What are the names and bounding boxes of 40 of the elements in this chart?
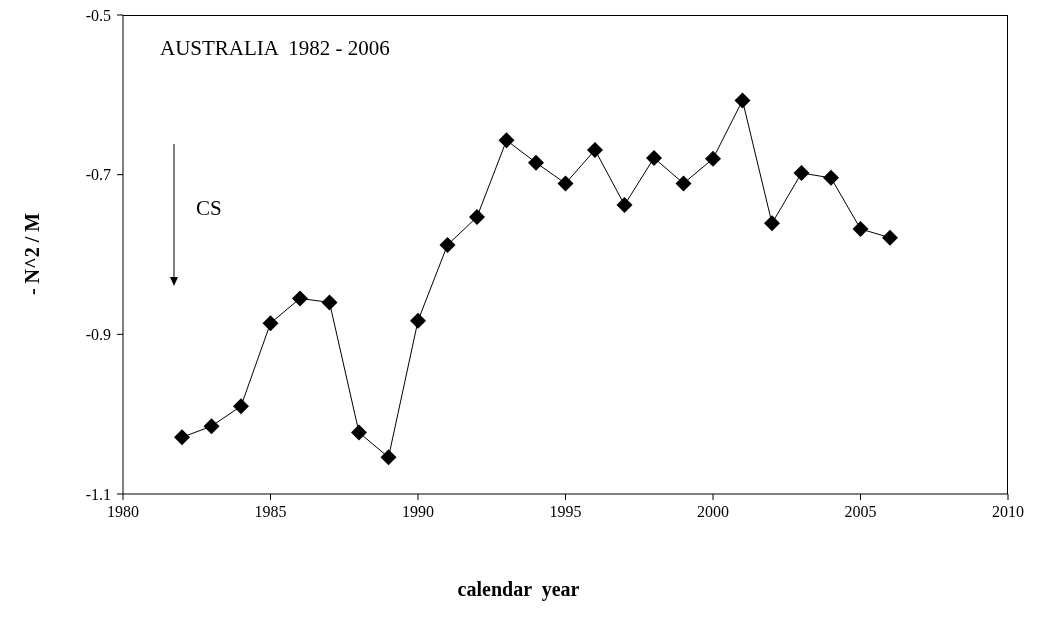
point [646, 149, 662, 166]
x-tick-label: 1980 [107, 503, 139, 521]
point [498, 132, 515, 149]
point [203, 418, 220, 435]
point [262, 315, 279, 332]
point [321, 294, 338, 311]
point [882, 229, 898, 246]
point [410, 312, 426, 329]
point [764, 215, 780, 232]
point [705, 150, 721, 167]
x-tick-label: 2005 [844, 503, 877, 521]
x-tick-label: 1985 [254, 503, 287, 521]
y-tick-label: -1.1 [85, 485, 111, 503]
x-tick-label: 1995 [549, 503, 582, 521]
x-tick-label: 2010 [992, 503, 1024, 521]
point [557, 175, 574, 192]
point [734, 92, 751, 109]
point [675, 175, 692, 192]
point [439, 236, 456, 253]
y-tick-label: -0.7 [85, 166, 111, 184]
annotation: AUSTRALIA 1982 - 2006 [160, 36, 390, 61]
point [469, 208, 485, 225]
y-tick-label: -0.9 [85, 326, 111, 344]
point [852, 220, 869, 237]
y-axis-title: - N^2 / M [20, 212, 44, 296]
annotation: CS [196, 196, 222, 221]
point [528, 154, 544, 171]
x-tick-label: 2000 [697, 503, 729, 521]
x-axis-title: calendar year [456, 578, 581, 601]
point [292, 290, 308, 307]
point [793, 165, 810, 182]
point [823, 169, 839, 186]
point [616, 197, 633, 213]
point [380, 449, 397, 466]
point [587, 141, 603, 158]
point [233, 398, 249, 415]
x-tick-label: 1990 [402, 503, 434, 521]
point [174, 429, 190, 446]
point [351, 424, 367, 441]
y-tick-label: -0.5 [85, 6, 111, 24]
